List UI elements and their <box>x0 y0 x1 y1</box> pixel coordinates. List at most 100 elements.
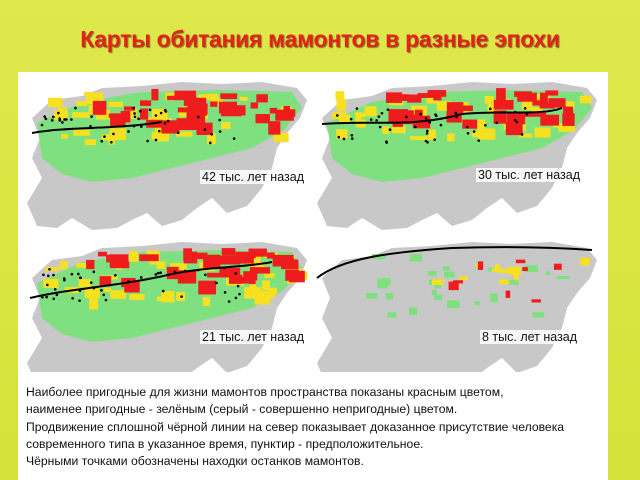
find-dot <box>154 114 158 117</box>
find-dot <box>92 286 96 290</box>
habitat-mid <box>161 110 168 121</box>
find-dot <box>180 295 183 298</box>
habitat-mid <box>392 126 406 134</box>
find-dot <box>45 295 48 299</box>
caption: Наиболее пригодные для жизни мамонтов пр… <box>26 384 606 470</box>
habitat-mid <box>59 261 68 270</box>
habitat-high <box>477 261 484 270</box>
find-dot <box>42 273 45 277</box>
habitat-mid <box>53 110 69 120</box>
map <box>317 82 597 230</box>
habitat-mid <box>268 290 276 298</box>
find-dot <box>89 281 93 284</box>
habitat-mid <box>522 100 533 111</box>
habitat-mid <box>156 261 166 269</box>
habitat-high <box>385 92 403 103</box>
human-line <box>31 121 163 134</box>
habitat-mid <box>477 128 496 140</box>
habitat-high <box>505 121 523 136</box>
habitat-mid <box>436 101 453 111</box>
habitat-low <box>434 283 441 289</box>
habitat-high <box>515 259 526 264</box>
find-dot <box>89 124 92 128</box>
habitat-high <box>210 101 218 107</box>
habitat-high <box>493 99 514 110</box>
habitat-high <box>235 105 246 116</box>
find-dot <box>209 141 212 145</box>
find-dot <box>388 128 392 131</box>
habitat-high <box>524 112 546 117</box>
find-dot <box>146 139 149 143</box>
habitat-mid <box>354 112 366 118</box>
find-dot <box>454 111 458 115</box>
habitat-high <box>203 254 221 268</box>
find-dot <box>337 135 341 139</box>
habitat-low <box>387 312 397 318</box>
habitat-high <box>183 251 198 264</box>
habitat-low <box>385 293 394 300</box>
find-dot <box>159 271 162 275</box>
find-dot <box>218 130 222 133</box>
habitat-low <box>545 271 551 275</box>
habitat-high <box>522 267 528 272</box>
habitat-mid <box>513 274 519 281</box>
find-dot <box>525 112 529 116</box>
find-dot <box>472 130 476 133</box>
find-dot <box>386 108 390 111</box>
habitat-high <box>517 92 537 102</box>
find-dot <box>46 274 50 278</box>
habitat-high <box>269 107 278 114</box>
habitat-mid <box>531 107 542 114</box>
habitat-high <box>539 102 555 109</box>
find-dot <box>148 108 152 112</box>
habitat-high <box>456 105 473 112</box>
habitat-high <box>167 95 180 101</box>
habitat-high <box>448 281 459 291</box>
habitat-mid <box>471 130 485 138</box>
habitat-high <box>198 107 207 116</box>
habitat-high <box>496 88 506 102</box>
habitat-high <box>493 110 507 124</box>
habitat-mid <box>364 106 377 117</box>
habitat-high <box>186 112 206 126</box>
habitat-mid <box>508 266 521 276</box>
find-dot <box>154 273 158 276</box>
habitat-mid <box>61 134 69 139</box>
habitat-mid <box>43 278 59 288</box>
find-dot <box>63 118 66 121</box>
find-dot <box>112 132 115 136</box>
habitat-mid <box>244 286 262 299</box>
habitat-high <box>414 109 423 117</box>
habitat-mid <box>249 280 257 289</box>
find-dot <box>103 135 106 138</box>
habitat-mid <box>108 101 123 107</box>
find-dot <box>236 284 240 288</box>
habitat-mid <box>484 95 494 104</box>
habitat-high <box>187 252 208 260</box>
find-dot <box>380 111 384 115</box>
find-dot <box>132 124 136 128</box>
find-dot <box>163 121 167 125</box>
habitat-mid <box>239 96 248 101</box>
find-dot <box>140 125 143 128</box>
find-dot <box>52 115 55 119</box>
habitat-high <box>176 118 190 124</box>
habitat-high <box>407 94 422 103</box>
find-dot <box>41 295 44 299</box>
habitat-mid <box>48 97 63 108</box>
find-dot <box>132 106 136 110</box>
habitat-mid <box>499 279 510 285</box>
habitat-mid <box>76 262 91 268</box>
habitat-high <box>86 259 95 270</box>
find-dot <box>426 140 429 144</box>
find-dot <box>523 106 527 110</box>
habitat-high <box>548 98 566 108</box>
find-dot <box>57 111 60 115</box>
find-dot <box>203 128 207 131</box>
habitat-high <box>124 280 140 293</box>
habitat-high <box>553 263 562 270</box>
find-dot <box>43 115 46 118</box>
habitat-high <box>99 276 112 287</box>
map <box>27 242 308 372</box>
human-line <box>29 261 273 299</box>
